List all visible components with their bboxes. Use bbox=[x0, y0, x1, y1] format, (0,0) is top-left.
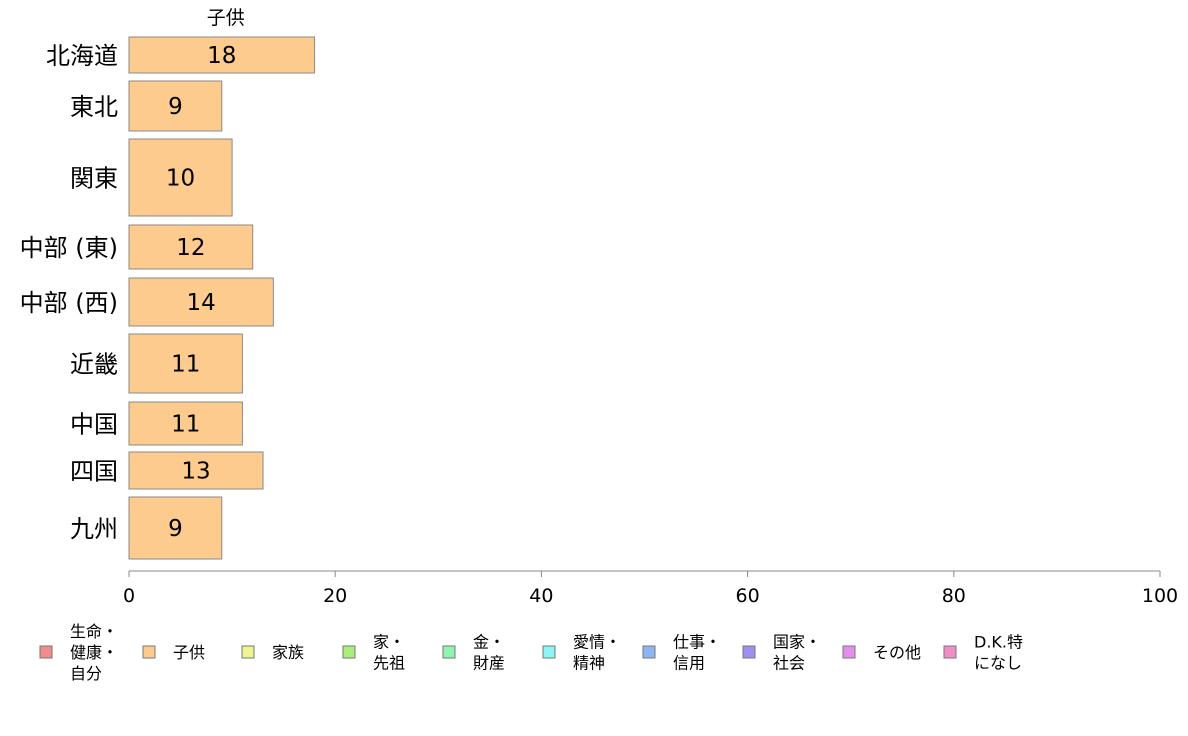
data-label: 10 bbox=[166, 166, 195, 192]
legend-label: 家・先祖 bbox=[373, 633, 405, 673]
legend-item: 子供 bbox=[142, 643, 205, 662]
data-label: 9 bbox=[168, 94, 183, 120]
legend-label: 生命・健康・自分 bbox=[70, 622, 118, 683]
legend-item: D.K.特になし bbox=[943, 633, 1023, 673]
x-tick-label: 60 bbox=[736, 585, 760, 607]
x-tick-label: 20 bbox=[323, 585, 347, 607]
category-label: 東北 bbox=[70, 93, 118, 121]
data-label: 12 bbox=[176, 235, 205, 261]
legend-label: その他 bbox=[873, 643, 921, 662]
category-label: 関東 bbox=[70, 165, 118, 193]
bar bbox=[128, 496, 223, 560]
bar bbox=[128, 277, 274, 327]
legend-label: 金・財産 bbox=[473, 633, 505, 673]
bar bbox=[128, 138, 233, 217]
x-tick-label: 0 bbox=[123, 585, 135, 607]
legend-item: 生命・健康・自分 bbox=[39, 622, 118, 683]
category-label: 北海道 bbox=[46, 42, 118, 70]
data-label: 11 bbox=[171, 412, 200, 438]
bar bbox=[128, 451, 264, 490]
category-label: 中部 (東) bbox=[20, 234, 118, 262]
legend-swatch bbox=[241, 645, 255, 659]
legend-item: 金・財産 bbox=[442, 633, 505, 673]
legend-label: 仕事・信用 bbox=[673, 633, 721, 673]
legend-swatch bbox=[39, 645, 53, 659]
legend-item: 仕事・信用 bbox=[642, 633, 721, 673]
x-tick-label: 40 bbox=[529, 585, 553, 607]
bars-group: 18 9 10 12 14 11 11 13 9 bbox=[128, 36, 316, 560]
legend-item: 家族 bbox=[241, 643, 304, 662]
legend-item: 愛情・精神 bbox=[542, 633, 621, 673]
bar bbox=[128, 80, 223, 132]
legend-swatch bbox=[642, 645, 656, 659]
legend-swatch bbox=[542, 645, 556, 659]
x-axis: 0 20 40 60 80 100 bbox=[123, 570, 1178, 607]
legend-item: その他 bbox=[842, 643, 921, 662]
data-label: 14 bbox=[187, 290, 216, 316]
legend-item: 家・先祖 bbox=[342, 633, 405, 673]
panel-title: 子供 bbox=[207, 7, 245, 29]
category-label: 中国 bbox=[70, 411, 118, 439]
bar bbox=[128, 401, 243, 446]
legend-swatch bbox=[742, 645, 756, 659]
data-label: 11 bbox=[171, 352, 200, 378]
category-label: 四国 bbox=[70, 458, 118, 486]
legend-label: 国家・社会 bbox=[773, 633, 821, 673]
bar bbox=[128, 36, 316, 74]
legend-swatch bbox=[442, 645, 456, 659]
bar bbox=[128, 224, 254, 270]
legend-item: 国家・社会 bbox=[742, 633, 821, 673]
bar bbox=[128, 333, 243, 394]
legend: 生命・健康・自分 子供 家族 家・先祖 金・財産 愛情・精神 仕事・信用 国家・社会 その他 D.… bbox=[39, 622, 1023, 683]
category-label: 九州 bbox=[70, 515, 118, 543]
x-tick-label: 80 bbox=[942, 585, 966, 607]
data-label: 18 bbox=[207, 43, 236, 69]
category-label: 中部 (西) bbox=[20, 289, 118, 317]
legend-label: 愛情・精神 bbox=[573, 633, 621, 673]
legend-swatch bbox=[342, 645, 356, 659]
data-label: 13 bbox=[181, 459, 210, 485]
legend-swatch bbox=[943, 645, 957, 659]
legend-label: D.K.特になし bbox=[974, 633, 1023, 673]
legend-label: 子供 bbox=[173, 643, 205, 662]
category-label: 近畿 bbox=[70, 351, 118, 379]
legend-swatch bbox=[142, 645, 156, 659]
x-tick-label: 100 bbox=[1142, 585, 1178, 607]
legend-label: 家族 bbox=[272, 643, 304, 662]
data-label: 9 bbox=[168, 516, 183, 542]
legend-swatch bbox=[842, 645, 856, 659]
